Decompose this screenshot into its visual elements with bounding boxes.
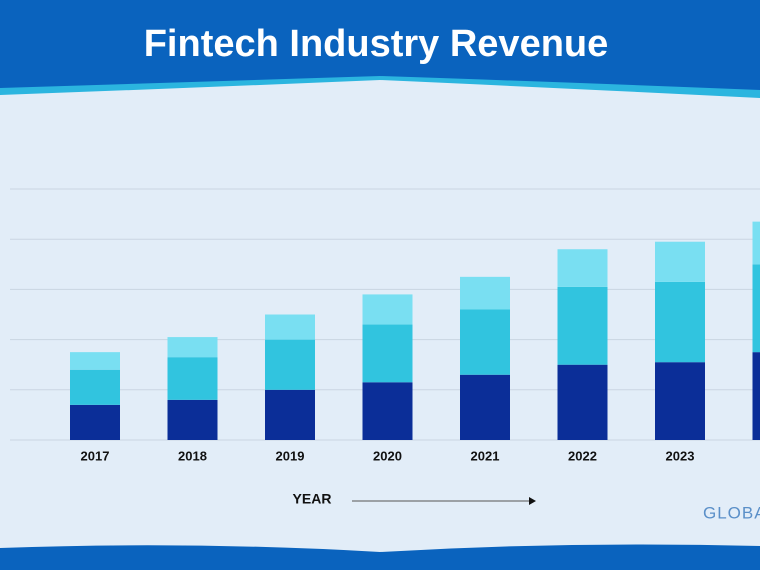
header-band	[0, 0, 760, 90]
bar-segment	[752, 352, 760, 440]
logo: GLOBA	[703, 503, 760, 522]
bar-segment	[265, 314, 315, 340]
bar-segment	[265, 339, 315, 390]
bar-segment	[167, 357, 218, 400]
bar-segment	[362, 382, 413, 440]
footer-band	[0, 544, 760, 570]
bar-segment	[70, 352, 120, 370]
x-tick-label: 2018	[178, 448, 207, 463]
x-tick-label: 2021	[471, 448, 500, 463]
bar-segment	[460, 276, 510, 310]
x-tick-label: 2023	[666, 448, 695, 463]
bar-segment	[460, 374, 510, 440]
bar-segment	[655, 241, 705, 282]
x-tick-label: 2020	[373, 448, 402, 463]
bar-segment	[167, 337, 218, 358]
bar-segment	[70, 404, 120, 440]
bar-segment	[655, 362, 705, 440]
bar-segment	[362, 294, 413, 325]
bar-segment	[167, 399, 218, 440]
bar-segment	[752, 264, 760, 353]
bar-segment	[557, 249, 608, 287]
chart-title: Fintech Industry Revenue	[144, 23, 609, 65]
arrow-head	[529, 497, 536, 505]
x-tick-label: 2017	[81, 448, 110, 463]
bar-segment	[70, 369, 120, 405]
bar-segment	[265, 389, 315, 440]
bar-segment	[460, 309, 510, 375]
x-tick-label: 2022	[568, 448, 597, 463]
x-axis-label: YEAR	[293, 491, 332, 507]
bar-segment	[557, 364, 608, 440]
x-tick-label: 2019	[276, 448, 305, 463]
bar-segment	[655, 281, 705, 363]
bar-segment	[557, 286, 608, 365]
bar-segment	[752, 221, 760, 265]
bar-segment	[362, 324, 413, 383]
